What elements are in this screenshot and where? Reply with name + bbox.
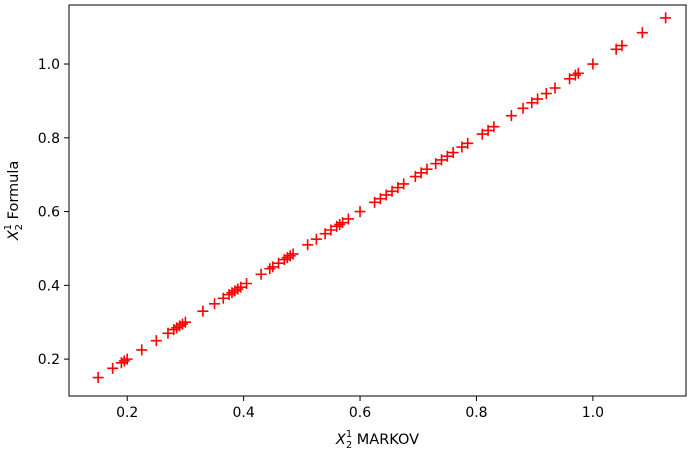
x-tick-label: 0.4 <box>232 405 254 421</box>
data-point <box>267 261 279 273</box>
data-point <box>319 228 331 240</box>
data-point <box>636 27 648 39</box>
data-point <box>415 167 427 179</box>
y-axis-label-base: X <box>6 229 22 241</box>
x-tick-label: 0.2 <box>116 405 138 421</box>
data-point <box>660 12 672 24</box>
y-tick-label: 0.4 <box>38 278 60 294</box>
data-point <box>505 110 517 122</box>
data-point <box>456 141 468 153</box>
data-point <box>354 206 366 218</box>
data-point <box>162 327 174 339</box>
data-point <box>540 88 552 100</box>
data-point <box>386 185 398 197</box>
data-point <box>616 40 628 52</box>
data-point <box>587 58 599 70</box>
data-point <box>337 217 349 229</box>
data-point <box>549 82 561 94</box>
data-point <box>107 362 119 374</box>
data-point <box>436 154 448 166</box>
data-point <box>217 292 229 304</box>
data-point <box>482 124 494 136</box>
data-point <box>441 150 453 162</box>
data-point <box>409 171 421 183</box>
x-axis-label-rest: MARKOV <box>352 432 419 448</box>
data-point <box>462 137 474 149</box>
data-point <box>197 305 209 317</box>
data-point <box>488 121 500 133</box>
data-point <box>92 372 104 384</box>
y-tick-label: 0.8 <box>38 131 60 147</box>
data-point <box>118 355 130 367</box>
data-point <box>209 298 221 310</box>
data-point <box>526 97 538 109</box>
data-point <box>121 353 133 365</box>
y-axis-label: X12 Formula <box>3 161 25 242</box>
y-axis-label-sup: 1 <box>3 224 14 230</box>
data-point <box>235 281 247 293</box>
data-point <box>572 67 584 79</box>
data-point <box>136 344 148 356</box>
data-point <box>310 233 322 245</box>
data-point <box>241 277 253 289</box>
y-axis-label-sub: 2 <box>14 224 25 230</box>
data-point <box>392 182 404 194</box>
x-tick-label: 0.8 <box>465 405 487 421</box>
data-point <box>398 178 410 190</box>
ticks-layer: 0.2 0.4 0.6 0.8 1.0 0.2 0.4 0.6 0.8 1.0 <box>38 57 604 421</box>
x-axis-label-sub: 2 <box>346 440 352 451</box>
data-point <box>179 316 191 328</box>
data-point <box>342 213 354 225</box>
data-point <box>380 189 392 201</box>
data-point <box>150 335 162 347</box>
data-point <box>255 268 267 280</box>
data-point <box>476 128 488 140</box>
data-point <box>421 163 433 175</box>
data-point <box>374 193 386 205</box>
data-point <box>369 196 381 208</box>
data-point <box>325 224 337 236</box>
data-point <box>430 158 442 170</box>
data-point <box>447 147 459 159</box>
x-axis-label-sup: 1 <box>346 429 352 440</box>
plot-frame <box>68 4 687 397</box>
x-tick-label: 0.6 <box>349 405 371 421</box>
x-tick-label: 1.0 <box>582 405 604 421</box>
points-layer <box>92 12 672 384</box>
data-point <box>610 43 622 55</box>
data-point <box>264 263 276 275</box>
y-tick-label: 1.0 <box>38 57 60 73</box>
y-tick-label: 0.6 <box>38 205 60 221</box>
data-point <box>517 102 529 114</box>
data-point <box>287 248 299 260</box>
data-point <box>302 239 314 251</box>
data-point <box>273 257 285 269</box>
x-axis-label-base: X <box>335 432 347 448</box>
x-axis-label: X1 2 MARKOV <box>335 429 419 451</box>
data-point <box>564 73 576 85</box>
data-point <box>334 218 346 230</box>
y-axis-label-rest: Formula <box>6 161 22 224</box>
data-point <box>532 93 544 105</box>
y-tick-label: 0.2 <box>38 352 60 368</box>
